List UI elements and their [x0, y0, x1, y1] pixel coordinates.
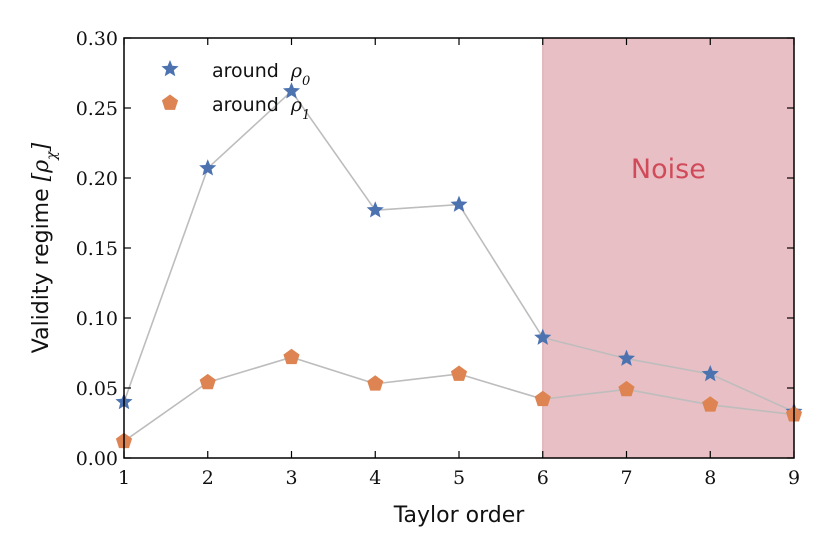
point-1-7 [702, 396, 719, 412]
legend-entry-1: around ρ1 [161, 94, 310, 123]
axis-ticks: 1 2 3 4 5 6 7 8 9 0.00 0.05 0.10 0.15 0.20 0.25 0.30 [76, 28, 800, 489]
y-axis-title-text: Validity regime [29, 188, 54, 353]
x-tick-label-0: 1 [118, 467, 130, 489]
point-1-2 [283, 348, 300, 365]
point-0-3 [366, 201, 384, 218]
point-1-3 [367, 375, 384, 391]
legend-marker-star [161, 60, 179, 77]
y-axis-title-close-bracket: ] [29, 142, 54, 152]
y-axis-title-open-bracket: [ [29, 172, 54, 181]
legend-label-1-text: around [212, 94, 279, 116]
point-0-1 [199, 159, 217, 176]
x-tick-label-2: 3 [285, 467, 297, 489]
y-tick-label-0: 0.00 [76, 448, 118, 470]
point-1-1 [199, 373, 216, 390]
x-tick-label-8: 9 [788, 467, 800, 489]
point-0-2 [282, 82, 301, 99]
noise-region [542, 37, 795, 459]
y-tick-label-3: 0.15 [76, 238, 118, 260]
y-axis-title: Validity regime [ρχ] [29, 142, 60, 353]
x-tick-label-1: 2 [202, 467, 214, 489]
legend-label-0: around ρ0 [212, 60, 310, 89]
point-1-5 [534, 390, 551, 407]
point-0-4 [450, 195, 468, 212]
y-tick-label-2: 0.10 [76, 308, 118, 330]
y-tick-label-4: 0.20 [76, 168, 118, 190]
point-0-6 [617, 349, 636, 366]
y-tick-label-5: 0.25 [76, 98, 118, 120]
x-tick-label-7: 8 [704, 467, 716, 489]
legend-marker-pentagon [161, 94, 179, 110]
legend-label-0-symbol: ρ [290, 60, 303, 82]
y-axis-title-subscript: χ [44, 150, 60, 161]
point-1-6 [618, 380, 635, 397]
x-axis-title: Taylor order [393, 503, 526, 528]
legend-label-0-subscript: 0 [302, 74, 310, 89]
x-tick-label-6: 7 [620, 467, 632, 489]
point-1-4 [450, 365, 468, 381]
point-0-5 [534, 328, 552, 345]
x-tick-label-4: 5 [453, 467, 465, 489]
legend: around ρ0 around ρ1 [161, 60, 310, 123]
legend-label-0-text: around [212, 60, 279, 82]
x-tick-label-3: 4 [369, 467, 381, 489]
legend-label-1-symbol: ρ [290, 94, 303, 116]
noise-label: Noise [631, 154, 706, 185]
y-axis-title-symbol: ρ [29, 160, 54, 174]
legend-entry-0: around ρ0 [161, 60, 310, 89]
y-tick-label-1: 0.05 [76, 378, 118, 400]
point-0-7 [701, 365, 719, 382]
x-tick-label-5: 6 [537, 467, 549, 489]
legend-label-1-subscript: 1 [302, 108, 310, 123]
legend-label-1: around ρ1 [212, 94, 310, 123]
y-tick-label-6: 0.30 [76, 28, 118, 50]
y-axis-title-group: Validity regime [ρχ] [29, 142, 60, 353]
